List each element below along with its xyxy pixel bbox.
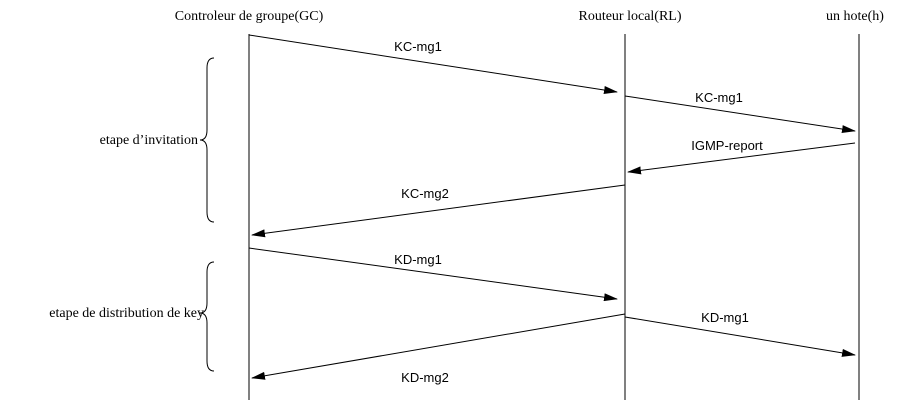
message-arrow-2 — [624, 95, 856, 133]
message-label-4: KC-mg2 — [401, 186, 449, 201]
message-arrow-5 — [248, 247, 618, 302]
phase-label-invitation: etape d’invitation — [100, 133, 198, 148]
message-label-3: IGMP-report — [691, 138, 763, 153]
phase-label-distribution: etape de distribution de key — [49, 306, 204, 321]
brace-invitation — [199, 57, 215, 223]
brace-distribution — [199, 261, 215, 372]
message-label-6: KD-mg1 — [701, 310, 749, 325]
participant-label-host: un hote(h) — [826, 9, 884, 24]
message-label-7: KD-mg2 — [401, 370, 449, 385]
message-arrow-3 — [627, 142, 856, 175]
message-label-2: KC-mg1 — [695, 90, 743, 105]
participant-label-rl: Routeur local(RL) — [578, 9, 681, 24]
message-label-5: KD-mg1 — [394, 252, 442, 267]
message-arrow-1 — [248, 34, 618, 94]
message-arrow-7 — [251, 313, 626, 380]
message-arrow-4 — [251, 184, 626, 238]
message-label-1: KC-mg1 — [394, 39, 442, 54]
participant-label-gc: Controleur de groupe(GC) — [175, 9, 324, 24]
message-arrow-6 — [624, 316, 856, 357]
